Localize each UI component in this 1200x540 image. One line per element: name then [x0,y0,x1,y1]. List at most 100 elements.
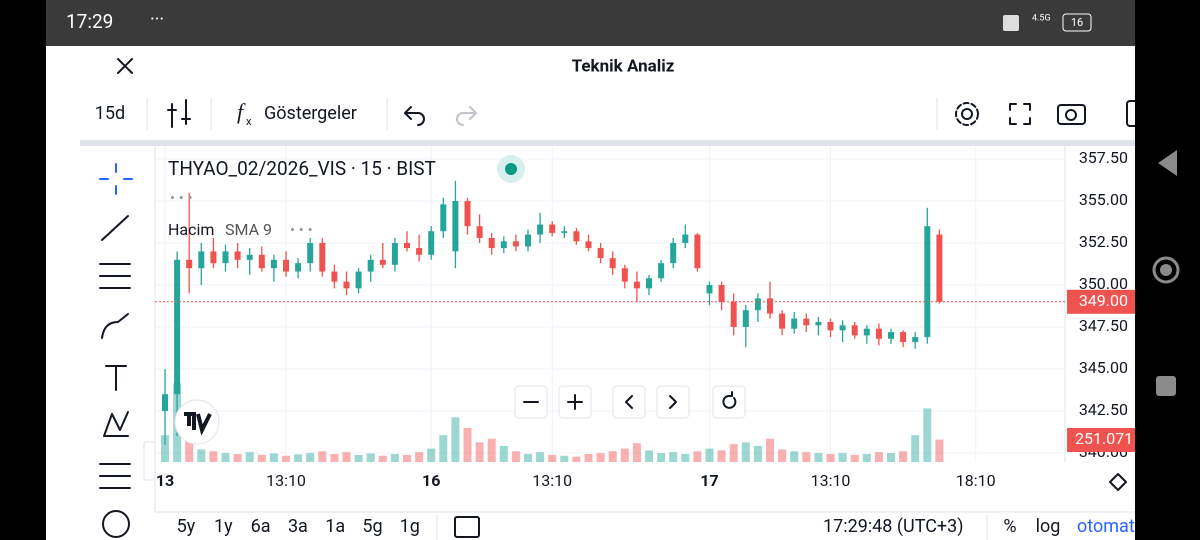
battery-icon [1062,13,1092,32]
fullscreen-button[interactable] [1009,103,1031,125]
candle-body [222,251,229,264]
volume-bar [415,452,424,462]
volume-bar [741,442,750,462]
indicators-button[interactable]: Göstergeler [264,103,357,124]
market-status [505,163,517,175]
fib-tool[interactable] [99,263,131,289]
volte-icon [1003,15,1019,31]
candle-body [670,243,677,264]
trend-line-tool[interactable] [101,215,129,241]
clock: 17:29:48 (UTC+3) [823,516,964,537]
prediction-tool[interactable] [99,463,131,489]
sma-more[interactable]: • • • [290,221,313,239]
auto-toggle[interactable]: otomat [1077,516,1135,537]
collapse-toolbar[interactable] [143,441,156,481]
candle-body [779,313,786,329]
x-tick-label: 18:10 [956,471,996,490]
text-tool[interactable] [105,365,127,391]
candle-body [863,328,870,336]
volume-bar [294,454,303,462]
x-tick-label: 17 [700,471,718,490]
volume-bar [282,455,290,462]
snapshot-button[interactable] [1057,104,1086,125]
range-button[interactable]: 3a [288,516,308,537]
scroll-right[interactable] [656,385,690,419]
settings-button[interactable] [961,108,973,120]
app-panel [46,46,1135,540]
volume-bar [838,453,847,462]
candle-body [174,259,181,395]
chart-type-button[interactable] [167,99,191,128]
candle-body [875,328,882,339]
volume-bar [887,453,895,462]
close-button[interactable] [117,58,133,74]
sma-legend: SMA 9 [225,220,272,239]
y-tick-label: 352.50 [1079,232,1128,251]
crosshair-tool[interactable] [99,163,133,195]
interval-button[interactable]: 15d [95,103,125,124]
candle-body [561,231,568,233]
range-button[interactable]: 1g [400,516,420,537]
nav-back-top[interactable] [1158,150,1177,176]
tv-logo-mark [184,412,212,436]
candle-body [754,298,761,311]
candle-body [391,243,398,265]
volume-bar [366,453,375,462]
range-button[interactable]: 6a [251,516,271,537]
scroll-left[interactable] [612,385,646,419]
chart: 340.00342.50345.00347.50350.00352.50355.… [155,146,1135,490]
nav-recent-top[interactable] [1156,376,1176,396]
volume-bar [185,439,194,462]
candle-body [440,204,447,232]
volume-bar [378,455,387,462]
y-tick-label: 357.50 [1079,148,1128,167]
volume-bar [923,408,932,462]
redo-button[interactable] [456,106,477,126]
candle-body [428,231,435,255]
status-bar [46,0,1135,46]
candle-body [246,254,253,260]
undo-button[interactable] [404,106,425,126]
volume-bar [390,453,399,462]
volume-bar [536,452,545,462]
volume-bar [645,450,653,462]
candle-body [633,281,640,289]
candle-body [258,254,265,269]
volume-bar [826,453,835,462]
range-button[interactable]: 5y [177,516,196,537]
goto-date[interactable] [454,516,480,538]
volume-bar [306,453,315,462]
log-toggle[interactable]: log [1036,516,1061,537]
volume-bar [632,443,641,462]
volume-bar [705,448,714,462]
tv-logo[interactable] [174,399,220,445]
candle-body [900,332,907,343]
legend-more[interactable]: • • • [170,189,193,207]
candle-body [416,248,423,255]
volume-bar [548,454,557,462]
brush-tool[interactable] [101,313,129,339]
range-button[interactable]: 1y [214,516,233,537]
pattern-tool[interactable] [103,411,129,437]
settings-gear [955,102,979,126]
emoji-tool[interactable] [102,510,130,538]
range-button[interactable]: 5g [362,516,382,537]
snapshot-lens [1065,109,1077,121]
fx-icon[interactable]: f [237,99,246,124]
volume-bar [499,445,508,462]
volume-bar [221,453,230,462]
reset-chart[interactable] [712,385,746,419]
volume-bar [850,454,859,462]
range-button[interactable]: 1a [325,516,345,537]
candle-body [404,243,410,249]
axis-settings[interactable] [1109,473,1127,491]
volume-bar [475,442,484,462]
nav-home-top[interactable] [1152,256,1180,284]
candle-body [319,243,326,272]
percent-toggle[interactable]: % [1003,516,1016,537]
y-tick-label: 350.00 [1079,274,1128,293]
candle-body [270,259,277,269]
volume-bar [233,453,242,462]
